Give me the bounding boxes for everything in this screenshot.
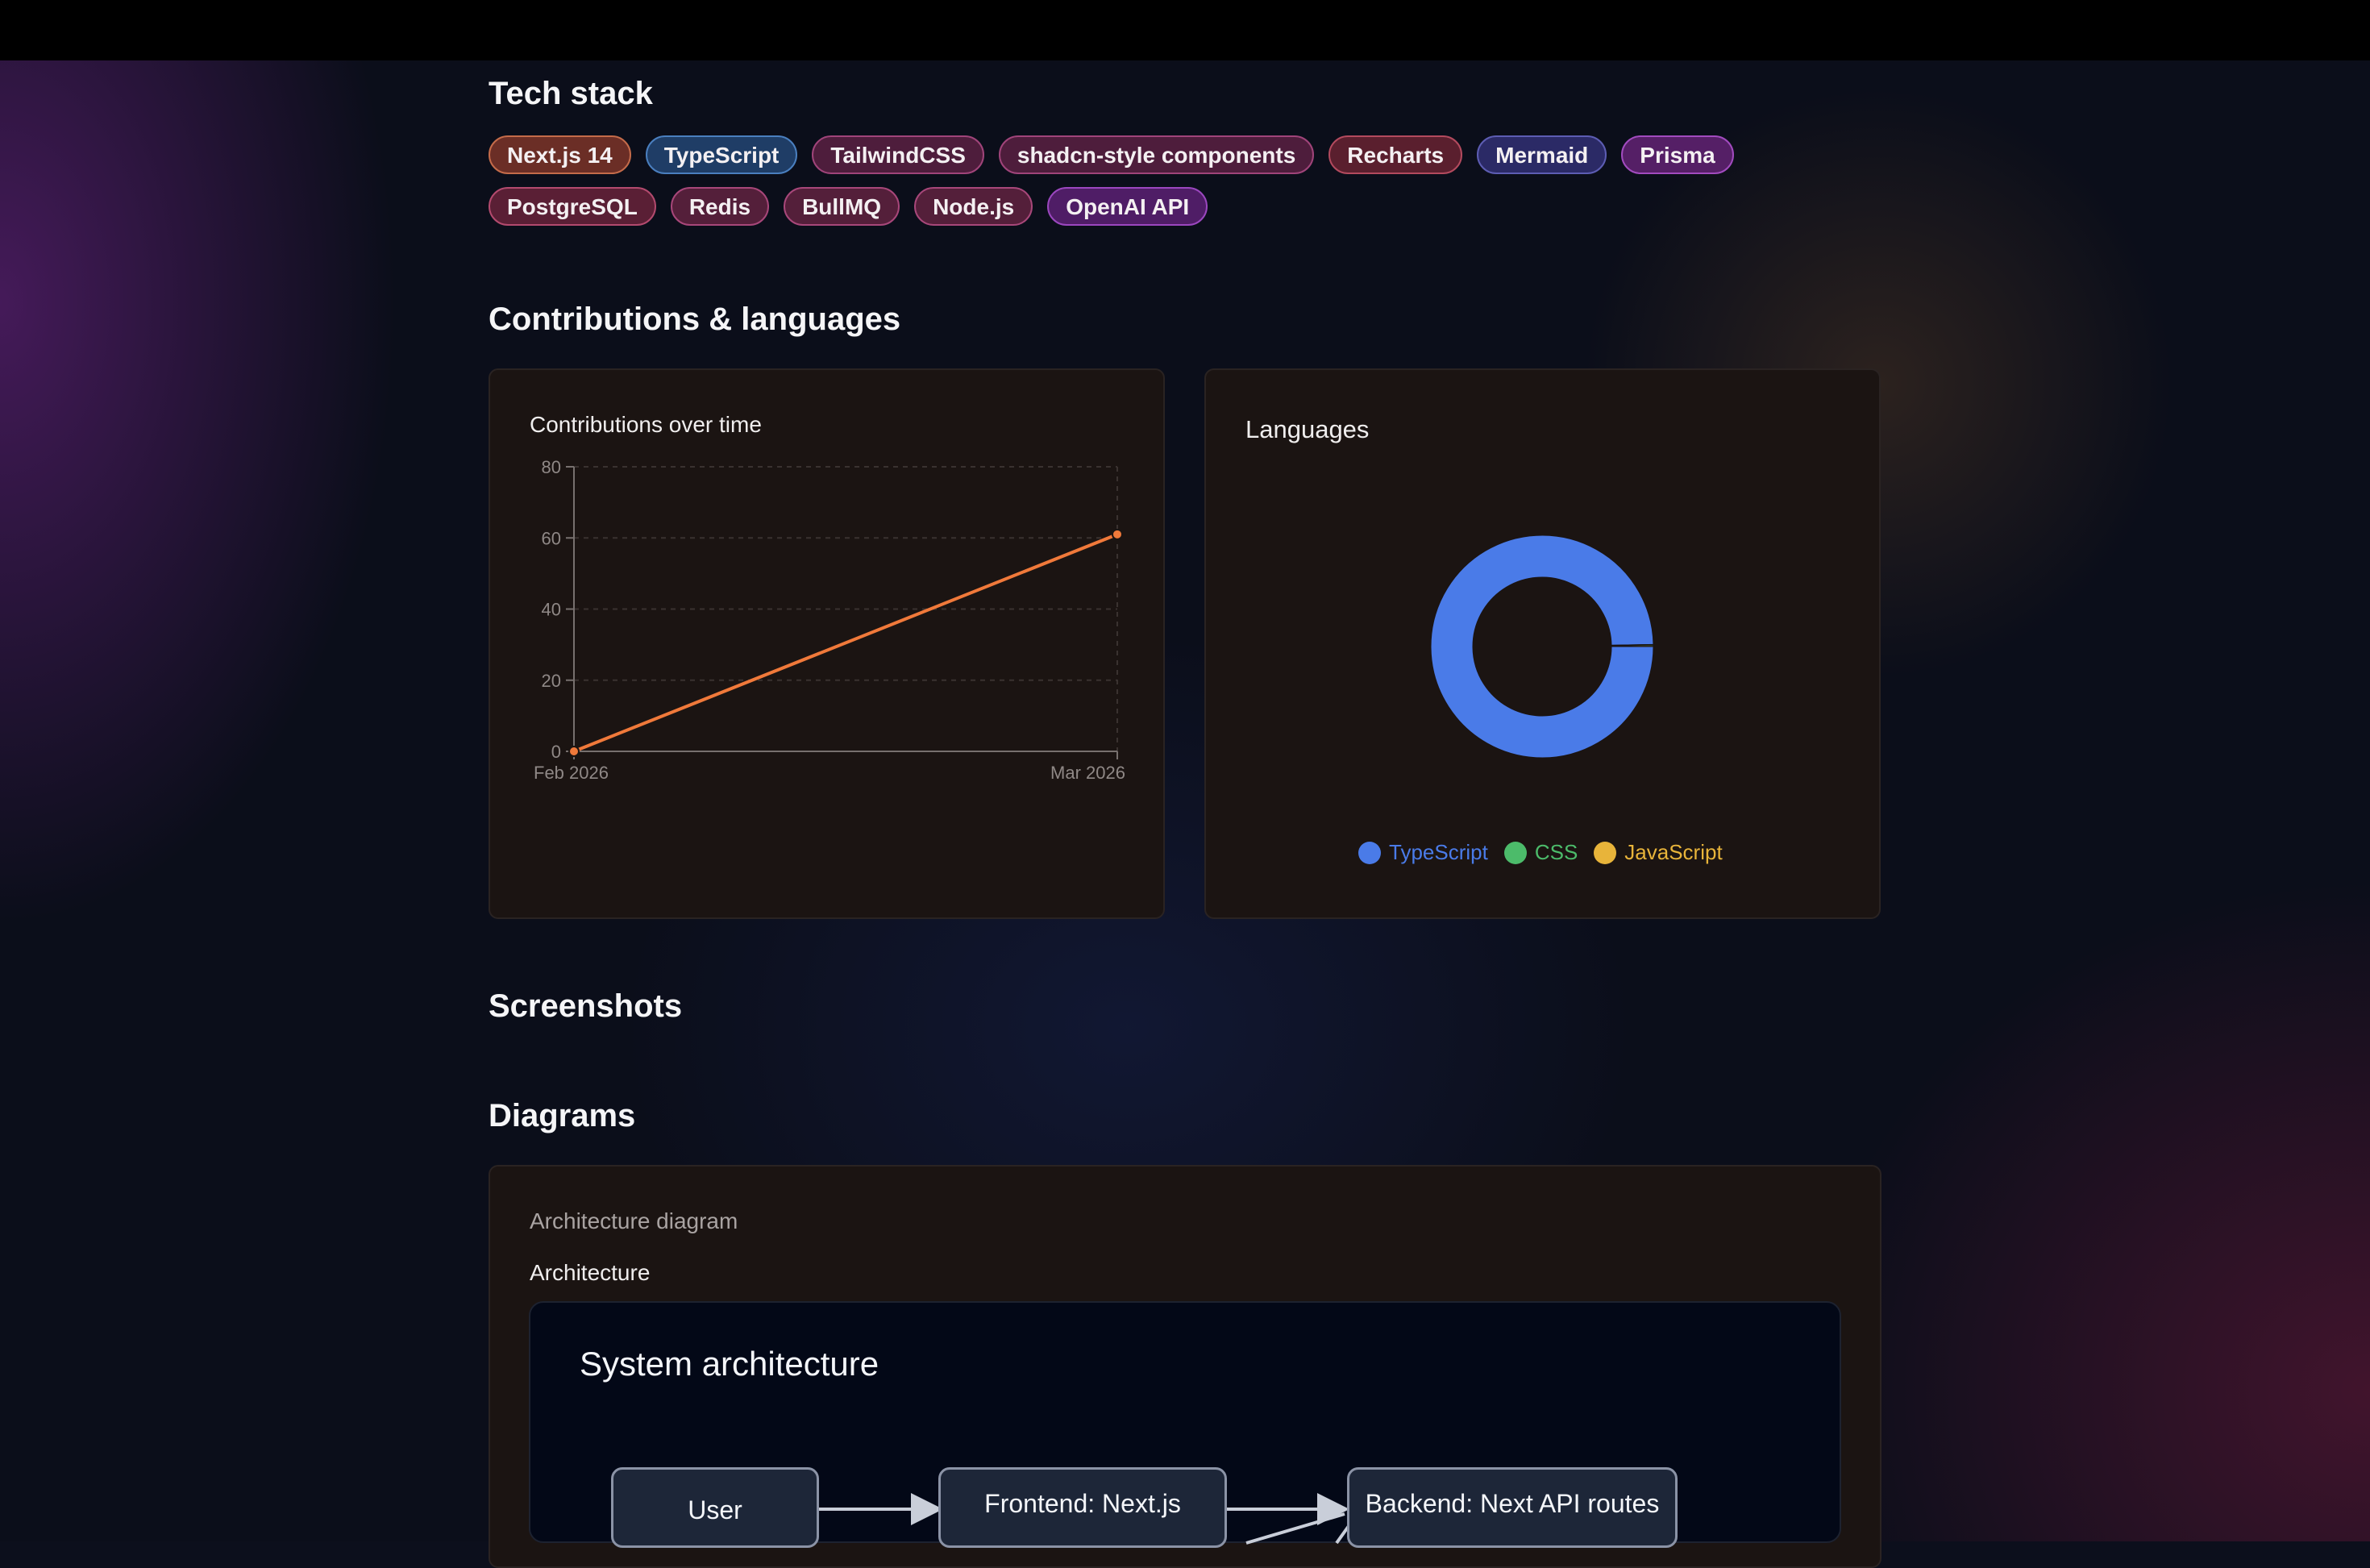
tech-pill: TypeScript: [645, 135, 798, 174]
diagram-title: System architecture: [580, 1345, 879, 1383]
screenshots-heading: Screenshots: [489, 988, 683, 1024]
x-tick-label: Mar 2026: [1050, 763, 1125, 783]
data-point: [1112, 528, 1123, 540]
tech-pill: Node.js: [914, 187, 1033, 226]
node-backend[interactable]: Backend: Next API routes: [1347, 1467, 1678, 1548]
languages-donut-chart: [1430, 534, 1654, 759]
legend-label: TypeScript: [1389, 840, 1488, 864]
legend-swatch: [1358, 841, 1381, 864]
contributions-line-chart: 0 20 40 60 80 Feb 2026 Mar 2026: [534, 457, 1125, 783]
tech-pill: shadcn-style components: [998, 135, 1315, 174]
diagram-edges: [819, 1493, 1354, 1545]
languages-legend: TypeScript CSS JavaScript: [1358, 840, 1723, 865]
y-tick-label: 20: [542, 671, 561, 691]
tech-pill: TailwindCSS: [812, 135, 984, 174]
tech-pill: Recharts: [1328, 135, 1463, 174]
contributions-chart-title: Contributions over time: [530, 412, 762, 437]
tech-stack-heading: Tech stack: [489, 76, 653, 111]
tech-pill: Prisma: [1621, 135, 1734, 174]
y-tick-label: 60: [542, 528, 561, 548]
legend-label: JavaScript: [1624, 840, 1723, 864]
legend-swatch: [1594, 841, 1617, 864]
node-user[interactable]: User: [611, 1467, 819, 1548]
page-background: [0, 60, 2370, 1541]
architecture-card-subtitle: Architecture diagram: [530, 1208, 738, 1233]
legend-item: TypeScript: [1358, 840, 1488, 865]
architecture-diagram: System architecture User Frontend: Next.…: [529, 1301, 1841, 1548]
data-point: [568, 746, 580, 757]
legend-label: CSS: [1534, 840, 1578, 864]
legend-item: CSS: [1503, 840, 1578, 865]
y-tick-label: 40: [542, 600, 561, 620]
series-line: [573, 532, 1118, 753]
top-bar: [0, 0, 2370, 60]
tech-pill: OpenAI API: [1047, 187, 1208, 226]
tech-pill: Mermaid: [1477, 135, 1607, 174]
tech-pill: PostgreSQL: [489, 187, 656, 226]
languages-card: Languages: [1204, 368, 1881, 919]
legend-item: JavaScript: [1594, 840, 1723, 865]
node-frontend[interactable]: Frontend: Next.js: [938, 1467, 1227, 1548]
pie-slice: [1430, 534, 1654, 759]
contributions-card: Contributions over time: [489, 368, 1165, 919]
architecture-card-title: Architecture: [530, 1260, 651, 1285]
languages-chart-title: Languages: [1245, 415, 1370, 443]
edge-return: [1245, 1512, 1345, 1545]
y-tick-label: 0: [551, 742, 561, 762]
tech-pill: Redis: [670, 187, 770, 226]
contributions-heading: Contributions & languages: [489, 302, 901, 337]
tech-pill: BullMQ: [784, 187, 900, 226]
diagrams-heading: Diagrams: [489, 1098, 636, 1133]
legend-swatch: [1503, 841, 1527, 864]
tech-stack-list: Next.js 14 TypeScript TailwindCSS shadcn-st…: [489, 135, 1859, 226]
x-tick-label: Feb 2026: [534, 763, 609, 783]
y-tick-label: 80: [542, 457, 561, 477]
pie-slice: [1611, 645, 1654, 647]
tech-pill: Next.js 14: [489, 135, 631, 174]
